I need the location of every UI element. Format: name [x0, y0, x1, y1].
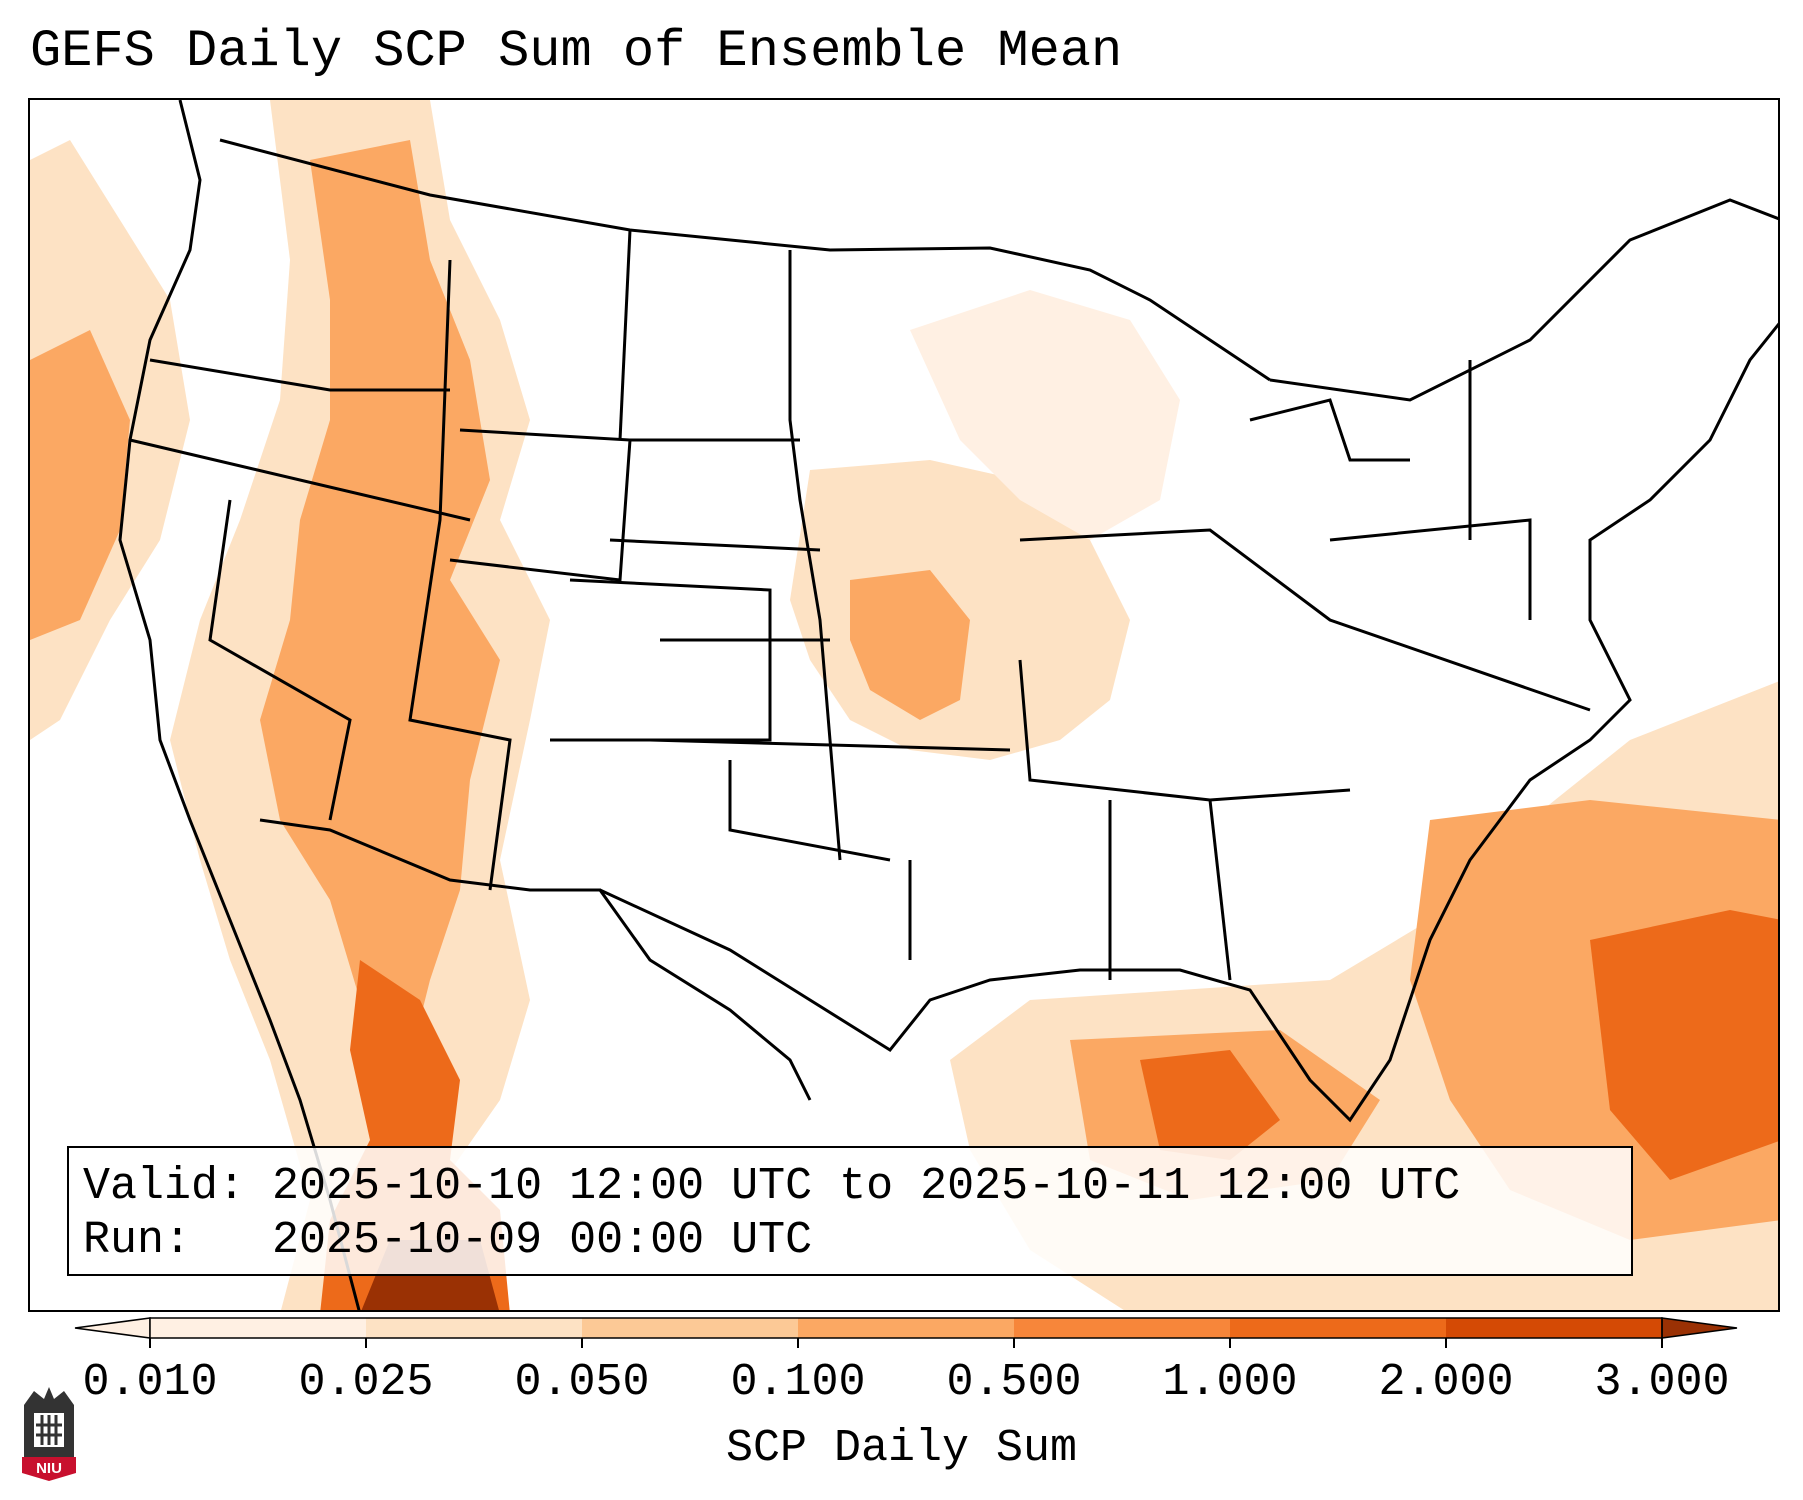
- colorbar-tick-label: 3.000: [1594, 1357, 1730, 1408]
- valid-label: Valid:: [83, 1161, 246, 1212]
- colorbar-tick-label: 1.000: [1162, 1357, 1298, 1408]
- niu-logo-icon: NIU: [22, 1387, 76, 1481]
- shade-gulf-dark: [1140, 1050, 1280, 1160]
- state-line-east: [1019, 528, 1591, 712]
- run-label: Run:: [83, 1215, 192, 1266]
- colorbar-tick-label: 0.025: [298, 1357, 434, 1408]
- shade-great-lakes: [910, 290, 1180, 540]
- shade-midwest-mid: [850, 570, 970, 720]
- state-line-mi: [1249, 398, 1410, 462]
- shade-atlantic-dark: [1590, 910, 1778, 1180]
- colorbar-tick-label: 0.050: [514, 1357, 650, 1408]
- colorbar-label: SCP Daily Sum: [725, 1423, 1078, 1474]
- border-canada-west: [219, 138, 1271, 382]
- colorbar-tick-label: 0.010: [82, 1357, 218, 1408]
- map-panel: [28, 98, 1780, 1312]
- border-mexico: [259, 818, 812, 1101]
- colorbar-segment: [366, 1318, 582, 1338]
- colorbar-segment: [1446, 1318, 1662, 1338]
- state-line-central: [788, 250, 842, 861]
- valid-range: 2025-10-10 12:00 UTC to 2025-10-11 12:00…: [272, 1161, 1461, 1212]
- colorbar-extend-low: [74, 1317, 151, 1339]
- state-line-ok-tx: [728, 760, 891, 862]
- colorbar-bar: [74, 1317, 1738, 1348]
- border-canada-east: [1269, 198, 1778, 402]
- state-line-al-ga: [1208, 799, 1232, 981]
- state-line-sd-ne: [609, 538, 821, 552]
- map-canvas: [30, 100, 1778, 1310]
- shade-pacific-mid: [30, 330, 130, 640]
- colorbar-segment: [798, 1318, 1014, 1338]
- state-line-pa: [1329, 518, 1532, 620]
- colorbar-segment: [1230, 1318, 1446, 1338]
- state-line-or-ca: [129, 438, 471, 522]
- colorbar-tick-label: 0.500: [946, 1357, 1082, 1408]
- pacific-coastline: [118, 100, 361, 1310]
- colorbar-outline: [149, 1317, 1663, 1339]
- state-line-nv: [208, 499, 352, 821]
- state-line-or-wa: [149, 358, 450, 392]
- run-time: 2025-10-09 00:00 UTC: [272, 1215, 813, 1266]
- colorbar-tick-label: 2.000: [1378, 1357, 1514, 1408]
- gulf-atlantic-coastline: [599, 322, 1778, 1123]
- state-line-wy: [449, 428, 632, 582]
- logo-text: NIU: [36, 1460, 62, 1477]
- valid-row: Valid: 2025-10-10 12:00 UTC to 2025-10-1…: [83, 1160, 1617, 1214]
- colorbar-extend-high: [1661, 1317, 1738, 1339]
- colorbar-segment: [150, 1318, 366, 1338]
- colorbar-segment: [582, 1318, 798, 1338]
- state-line-co: [550, 578, 772, 742]
- state-line-mt-nd: [618, 229, 632, 441]
- boundaries: [118, 100, 1778, 1310]
- state-line-south: [1018, 659, 1351, 802]
- figure-title: GEFS Daily SCP Sum of Ensemble Mean: [30, 22, 1123, 81]
- run-row: Run: 2025-10-09 00:00 UTC: [83, 1214, 1617, 1268]
- colorbar-segment: [1014, 1318, 1230, 1338]
- colorbar-tick-label: 0.100: [730, 1357, 866, 1408]
- colorbar: 0.010 0.025 0.050 0.100 0.500 1.000 2.000 3.000…: [0, 1310, 1803, 1500]
- state-line-ks-ok: [649, 738, 1011, 752]
- state-line-id-ut-az: [408, 259, 512, 891]
- valid-info-box: Valid: 2025-10-10 12:00 UTC to 2025-10-1…: [67, 1146, 1633, 1276]
- scp-shading: [30, 100, 1778, 1310]
